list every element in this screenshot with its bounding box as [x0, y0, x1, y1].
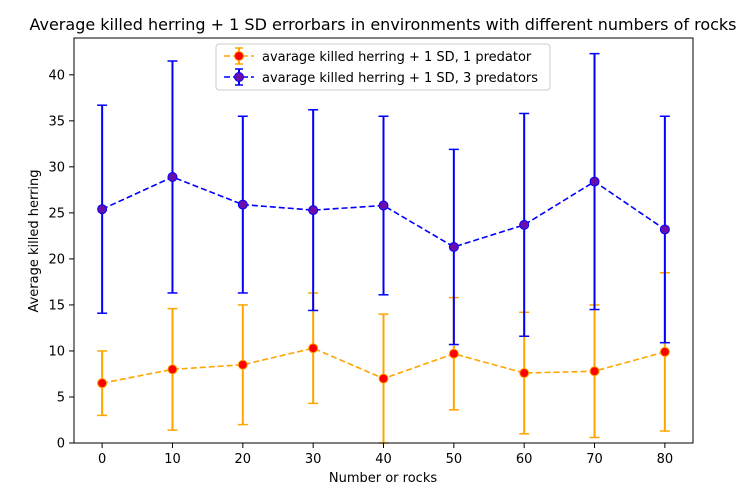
series-1 [97, 271, 670, 444]
legend: avarage killed herring + 1 SD, 1 predato… [215, 43, 551, 91]
legend-entry: avarage killed herring + 1 SD, 1 predato… [224, 47, 532, 65]
x-tick-label: 60 [516, 452, 533, 467]
y-tick-label: 10 [48, 344, 65, 359]
data-point [308, 343, 319, 354]
data-point [378, 373, 389, 384]
chart-title: Average killed herring + 1 SD errorbars … [29, 15, 736, 34]
data-point [308, 205, 319, 216]
x-tick-label: 40 [375, 452, 392, 467]
y-tick-label: 15 [48, 298, 65, 313]
legend-marker [234, 51, 244, 61]
data-point [589, 366, 600, 377]
y-tick-label: 30 [48, 160, 65, 175]
x-tick-label: 80 [657, 452, 674, 467]
legend-box [215, 43, 551, 91]
legend-entry: avarage killed herring + 1 SD, 3 predato… [224, 68, 538, 86]
data-point [378, 200, 389, 211]
legend-marker [234, 72, 244, 82]
data-point [448, 241, 459, 252]
data-point [97, 204, 108, 215]
data-point [167, 171, 178, 182]
legend-label: avarage killed herring + 1 SD, 3 predato… [262, 71, 538, 86]
data-point [659, 346, 670, 357]
series-2 [97, 52, 670, 346]
x-tick-label: 10 [164, 452, 181, 467]
x-tick-label: 70 [586, 452, 603, 467]
y-axis-label: Average killed herring [27, 169, 42, 312]
x-axis-label: Number or rocks [329, 471, 437, 486]
y-tick-label: 35 [48, 114, 65, 129]
y-tick-label: 20 [48, 252, 65, 267]
x-tick-label: 30 [305, 452, 322, 467]
data-point [448, 348, 459, 359]
data-point [519, 219, 530, 230]
y-tick-label: 0 [57, 437, 65, 452]
legend-label: avarage killed herring + 1 SD, 1 predato… [262, 50, 532, 65]
data-point [237, 359, 248, 370]
data-point [659, 224, 670, 235]
data-point [167, 364, 178, 375]
x-tick-label: 50 [446, 452, 463, 467]
x-tick-label: 0 [98, 452, 106, 467]
data-point [519, 368, 530, 379]
data-point [237, 199, 248, 210]
plot-area: 0 10 20 30 40 50 60 70 80 0 5 10 15 20 25 30 35 40 [48, 37, 694, 467]
y-tick-label: 40 [48, 68, 65, 83]
data-point [97, 378, 108, 389]
y-tick-label: 25 [48, 206, 65, 221]
x-tick-label: 20 [235, 452, 252, 467]
y-tick-label: 5 [57, 390, 65, 405]
data-point [589, 176, 600, 187]
